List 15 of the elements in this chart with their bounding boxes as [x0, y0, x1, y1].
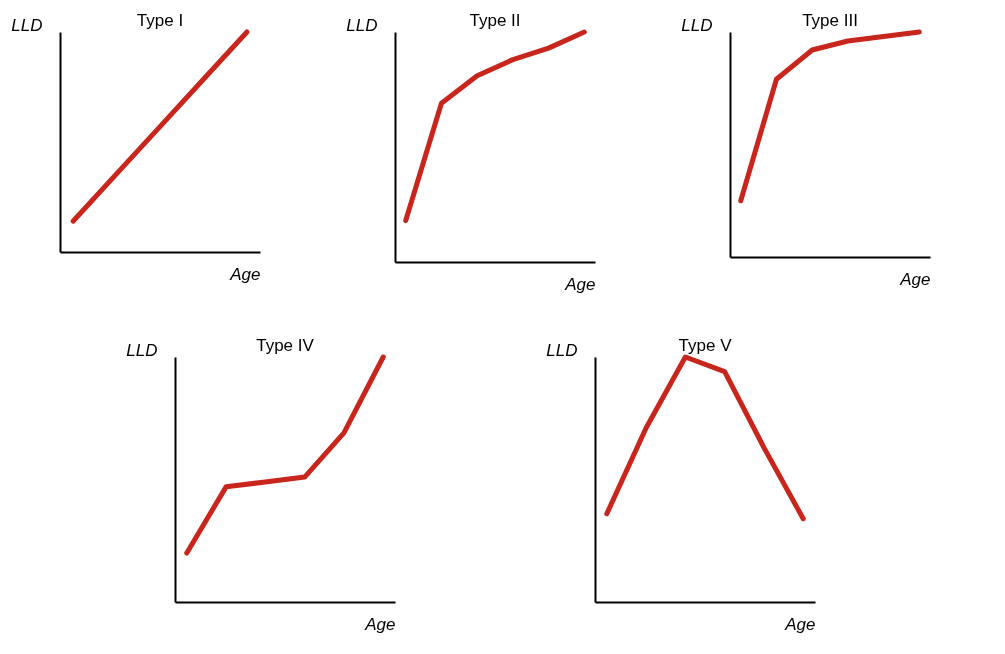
- chart-title: Type II: [469, 11, 521, 30]
- y-axis-title: LLD: [346, 15, 378, 35]
- y-axis-title: LLD: [11, 15, 43, 35]
- y-axis-title: LLD: [126, 340, 158, 360]
- x-axis-title: Age: [784, 614, 816, 634]
- chart-title: Type V: [678, 336, 733, 355]
- chart-title: Type IV: [256, 336, 315, 355]
- x-axis-title: Age: [229, 264, 261, 284]
- chart-title: Type III: [802, 11, 858, 30]
- chart-title: Type I: [136, 11, 184, 30]
- x-axis-title: Age: [564, 274, 596, 294]
- y-axis-title: LLD: [681, 15, 713, 35]
- x-axis-title: Age: [364, 614, 396, 634]
- x-axis-title: Age: [899, 269, 931, 289]
- y-axis-title: LLD: [546, 340, 578, 360]
